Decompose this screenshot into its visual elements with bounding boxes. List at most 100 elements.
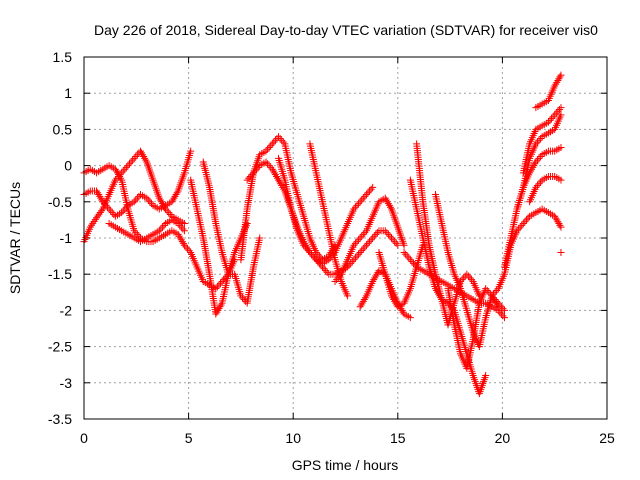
data-point-interp [245, 174, 253, 182]
data-point-interp [552, 80, 560, 88]
data-point [356, 234, 364, 242]
data-point [519, 220, 527, 228]
data-point-interp [133, 230, 141, 238]
data-point-interp [392, 299, 400, 307]
data-point-interp [309, 252, 317, 260]
data-point [369, 234, 377, 242]
data-point-interp [251, 167, 259, 175]
series-arc-x [532, 71, 565, 112]
data-point-interp [279, 138, 287, 146]
data-point-interp [351, 203, 359, 211]
data-point-interp [322, 267, 330, 275]
series-arc-s [488, 205, 565, 300]
data-point-interp [392, 239, 400, 247]
data-point [557, 111, 565, 119]
data-point-interp [436, 292, 444, 300]
data-point-interp [146, 198, 154, 206]
data-point [400, 241, 408, 249]
data-point-interp [122, 163, 130, 171]
data-point-interp [359, 245, 367, 253]
data-point-interp [172, 191, 180, 199]
series-arc-a [80, 147, 188, 246]
data-point-interp [497, 310, 505, 318]
data-point-interp [383, 198, 391, 206]
data-point-interp [458, 276, 466, 284]
data-point-interp [142, 156, 150, 164]
data-point-interp [175, 232, 183, 240]
data-point-interp [358, 196, 366, 204]
data-point-interp [554, 77, 562, 85]
data-point-interp [177, 223, 185, 231]
data-point-interp [496, 308, 504, 316]
data-point-interp [527, 167, 535, 175]
data-point [180, 220, 188, 228]
data-point-interp [358, 299, 366, 307]
data-point [249, 169, 257, 177]
data-point-interp [246, 172, 254, 180]
data-point [551, 111, 559, 119]
data-point-interp [126, 160, 134, 168]
data-point [388, 234, 396, 242]
data-point-interp [267, 142, 275, 150]
data-point [212, 285, 220, 293]
data-point-interp [178, 238, 186, 246]
data-point [174, 230, 182, 238]
data-point-interp [366, 238, 374, 246]
data-point-interp [278, 182, 286, 190]
data-point-interp [110, 210, 118, 218]
y-tick-label: 0 [64, 158, 72, 174]
data-point-interp [496, 301, 504, 309]
data-point-interp [546, 116, 554, 124]
data-point-interp [276, 134, 284, 142]
data-point [212, 310, 220, 318]
data-point-interp [336, 272, 344, 280]
data-point [275, 133, 283, 141]
data-point-interp [104, 203, 112, 211]
data-point-interp [353, 252, 361, 260]
data-point-interp [555, 75, 563, 83]
data-point [532, 140, 540, 148]
data-point-interp [156, 196, 164, 204]
data-point [111, 165, 119, 173]
data-point-interp [355, 200, 363, 208]
data-point-interp [385, 201, 393, 209]
data-point-interp [169, 196, 177, 204]
data-point [312, 256, 320, 264]
data-point-interp [274, 174, 282, 182]
data-point [130, 154, 138, 162]
data-point [218, 277, 226, 285]
data-point-interp [138, 149, 146, 157]
data-point-interp [132, 229, 140, 237]
data-point-interp [364, 239, 372, 247]
data-point-interp [334, 274, 342, 282]
data-point-interp [161, 203, 169, 211]
data-point-interp [267, 163, 275, 171]
data-point-interp [553, 216, 561, 224]
data-point-interp [493, 286, 501, 294]
data-point [532, 158, 540, 166]
data-points [80, 71, 565, 398]
data-point-interp [399, 308, 407, 316]
data-point [406, 256, 414, 264]
data-point-interp [265, 162, 273, 170]
data-point-interp [372, 272, 380, 280]
data-point-interp [493, 297, 501, 305]
series-arc-k [331, 194, 408, 285]
data-point [318, 263, 326, 271]
data-point-interp [361, 229, 369, 237]
data-point-interp [179, 225, 187, 233]
data-point [557, 104, 565, 112]
data-point-interp [277, 180, 285, 188]
series-arc-f [199, 158, 264, 307]
data-point-interp [177, 236, 185, 244]
series-arc-t [500, 144, 565, 271]
data-point [557, 223, 565, 231]
y-tick-label: -0.5 [48, 194, 72, 210]
data-point-interp [182, 243, 190, 251]
data-point-interp [397, 305, 405, 313]
data-point-interp [483, 286, 491, 294]
data-point [325, 256, 333, 264]
series-arc-d [105, 216, 188, 246]
data-point [130, 227, 138, 235]
data-point-interp [485, 288, 493, 296]
